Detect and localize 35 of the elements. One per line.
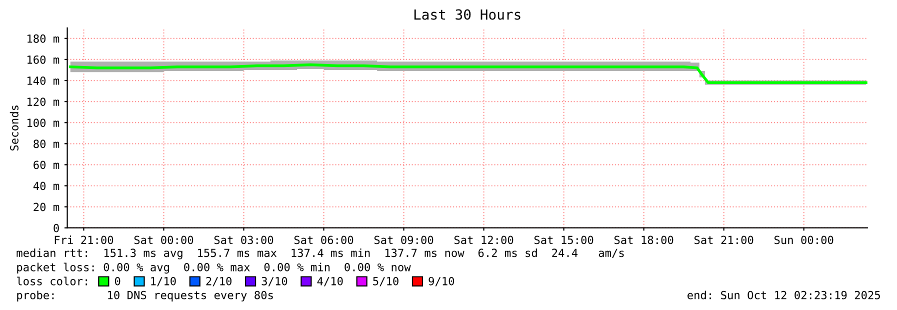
text: end: Sun Oct 12 02:23:19 2025	[688, 290, 880, 300]
legend-label: 1/10	[151, 276, 176, 286]
legend-label: 4/10	[317, 276, 343, 286]
y-tick-label: 100 m	[28, 118, 60, 128]
x-tick-label: Fri 21:00	[54, 236, 114, 244]
text: packet loss: 0.00 % avg 0.00 % max 0.00 % min 0.00 % now	[17, 262, 411, 274]
x-tick-label: Sun 00:00	[774, 236, 834, 244]
y-tick-label: 20 m	[34, 202, 60, 212]
text: 10 DNS requests every 80s	[108, 290, 273, 302]
x-tick-label: Sat 09:00	[374, 236, 434, 244]
text: median rtt: 151.3 ms avg 155.7 ms max 137.4 ms min 137.7 ms now 6.2 ms sd 24.4 am/s	[16, 248, 624, 260]
y-tick-label: 60 m	[34, 160, 60, 170]
legend-label: 2/10	[206, 276, 232, 286]
x-tick-label: Sat 00:00	[134, 236, 194, 244]
legend-label: 5/10	[373, 276, 398, 286]
legend-label: 9/10	[428, 276, 454, 286]
x-tick-label: Sat 03:00	[214, 236, 274, 244]
y-tick-label: 120 m	[28, 98, 60, 106]
text: probe:	[17, 290, 54, 302]
x-tick-label: Sat 21:00	[694, 236, 754, 244]
y-tick-label: 40 m	[33, 182, 60, 190]
y-tick-label: 80 m	[34, 140, 60, 148]
y-tick-label: 160 m	[28, 55, 60, 64]
chart-title: Last 30 Hours	[414, 9, 520, 20]
x-tick-label: Sat 06:00	[294, 236, 354, 244]
x-tick-label: Sat 12:00	[454, 236, 514, 244]
legend-label: 0	[114, 276, 120, 286]
y-tick-label: 140 m	[28, 76, 60, 85]
x-tick-label: Sat 15:00	[534, 236, 594, 244]
y-tick-label: 0	[54, 224, 59, 232]
x-tick-label: Sat 18:00	[614, 236, 674, 244]
y-axis-title: Seconds	[10, 106, 18, 151]
y-tick-label: 180 m	[28, 34, 60, 43]
legend-label: 3/10	[262, 276, 288, 286]
legend-title: loss color:	[17, 276, 88, 286]
